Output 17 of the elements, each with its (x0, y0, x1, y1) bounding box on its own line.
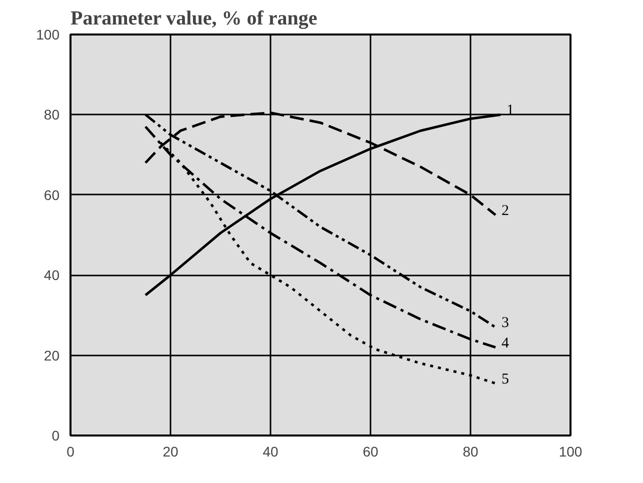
series-label: 3 (502, 315, 509, 332)
y-tick-label: 100 (36, 26, 60, 42)
x-tick-label: 100 (558, 444, 582, 460)
chart-title: Parameter value, % of range (70, 8, 318, 30)
x-tick-label: 20 (162, 444, 178, 460)
y-tick-label: 20 (44, 347, 60, 364)
x-tick-label: 40 (262, 444, 278, 460)
x-tick-label: 0 (66, 444, 75, 460)
series-label: 2 (502, 202, 509, 219)
series-label: 4 (502, 335, 510, 352)
series-label: 5 (502, 371, 509, 388)
y-tick-label: 0 (52, 428, 60, 444)
y-tick-label: 80 (44, 106, 60, 123)
y-tick-label: 40 (44, 267, 60, 284)
x-tick-label: 80 (462, 444, 478, 460)
y-tick-label: 60 (44, 186, 60, 203)
x-tick-label: 60 (362, 444, 378, 460)
